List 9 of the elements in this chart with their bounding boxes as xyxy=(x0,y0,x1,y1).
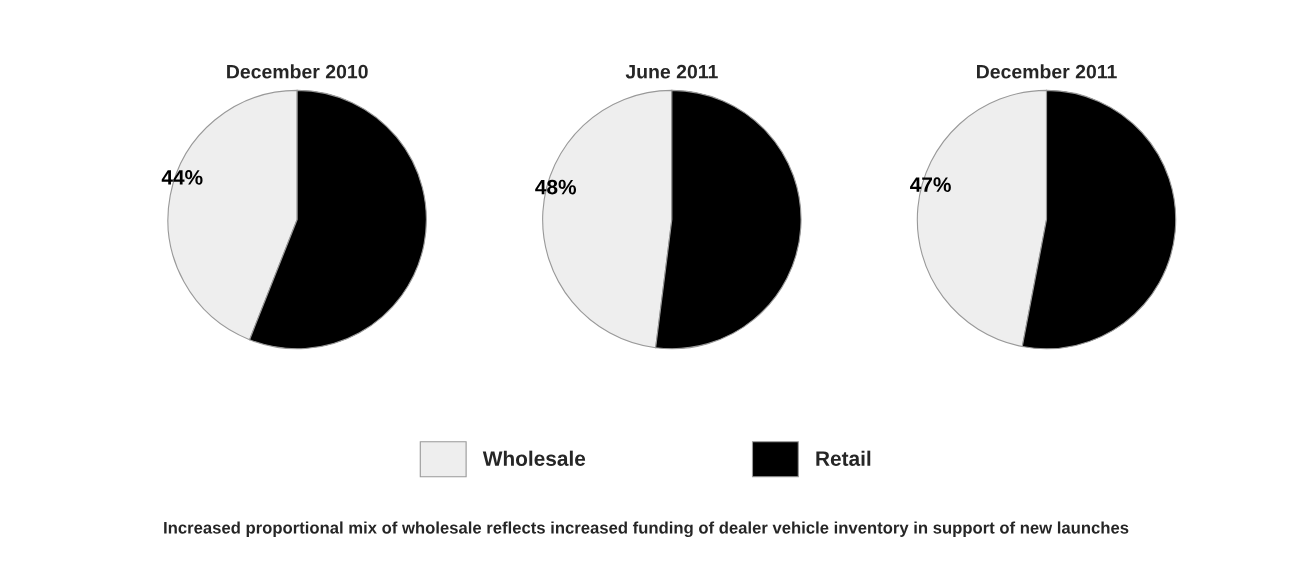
chart-title: June 2011 xyxy=(625,64,718,79)
text: Increased proportional mix of wholesale reflects increased funding of dealer vehicle inventory in support of new launches xyxy=(164,521,1129,538)
data-label: 48% xyxy=(535,179,577,195)
chart-title: December 2011 xyxy=(977,64,1117,79)
data-label: 47% xyxy=(910,177,951,192)
data-label: 44% xyxy=(161,170,203,185)
legend-label: Wholesale xyxy=(482,450,586,466)
legend-label: Retail xyxy=(816,450,871,466)
chart-title: December 2010 xyxy=(227,64,368,79)
